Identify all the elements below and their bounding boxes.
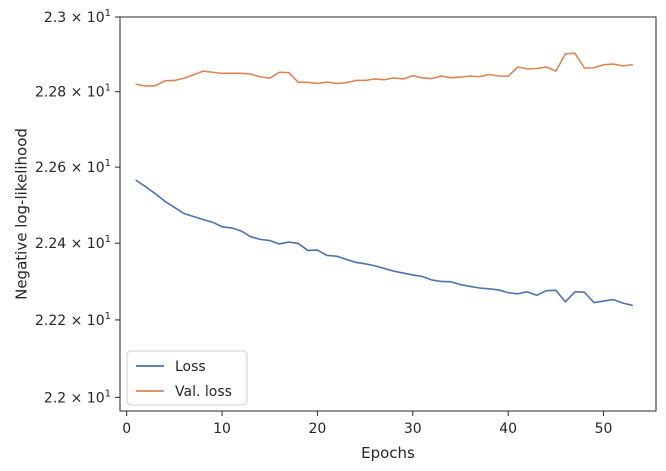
y-tick-label: 2.3 × 101 [44,8,111,26]
y-tick-label: 2.26 × 101 [35,158,111,176]
series-line-val-loss [135,52,633,87]
x-tick-label: 10 [213,421,231,437]
legend: Loss Val. loss [126,350,248,406]
x-tick-label: 50 [595,421,613,437]
x-axis-ticks: 0 10 20 30 40 50 [122,411,612,437]
x-tick-label: 40 [499,421,517,437]
x-tick-label: 30 [404,421,422,437]
y-tick-label: 2.28 × 101 [35,83,111,101]
legend-label: Loss [175,359,206,375]
x-tick-label: 20 [309,421,327,437]
y-axis-ticks: 2.2 × 101 2.22 × 101 2.24 × 101 2.26 × 101 2… [35,8,120,406]
y-tick-label: 2.24 × 101 [35,234,111,252]
y-axis-label: Negative log-likelihood [12,128,30,300]
y-tick-label: 2.22 × 101 [35,311,111,329]
x-tick-label: 0 [122,421,131,437]
plot-area [119,16,657,412]
legend-label: Val. loss [175,384,232,400]
series-line-loss [135,179,633,307]
plot-frame [119,16,657,412]
y-tick-label: 2.2 × 101 [44,388,111,406]
x-axis-label: Epochs [361,444,415,462]
